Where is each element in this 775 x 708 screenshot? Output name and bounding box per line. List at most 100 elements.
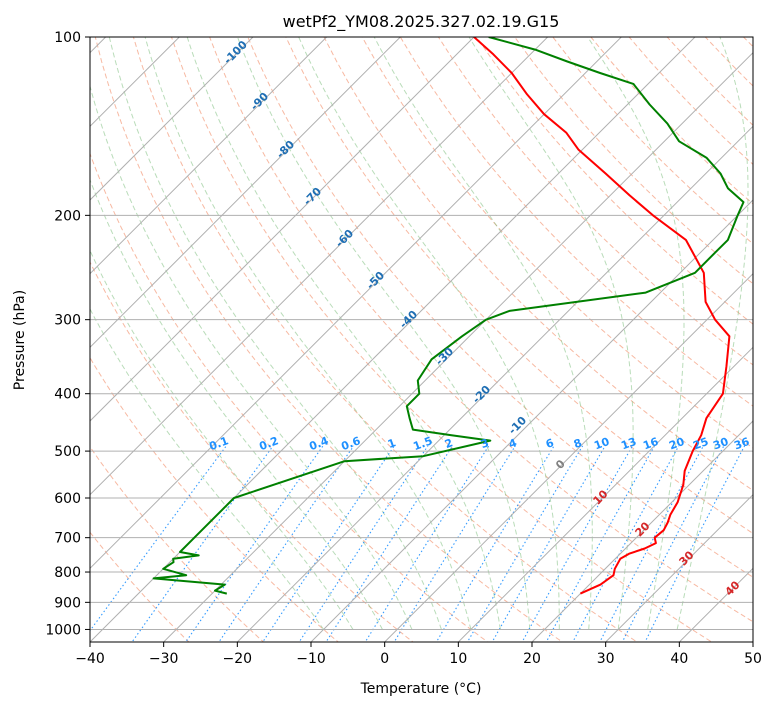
isotherm (90, 37, 696, 642)
dry-adiabat (90, 356, 339, 642)
x-tick-label: −10 (296, 651, 326, 667)
x-tick-label: 20 (523, 651, 541, 667)
y-tick-label: 900 (54, 595, 81, 611)
dry-adiabat (90, 446, 265, 642)
moist-adiabat (108, 37, 442, 630)
x-tick-label: −30 (149, 651, 179, 667)
dry-adiabat (361, 37, 753, 449)
mixing-ratio-label: 4 (507, 436, 519, 451)
dry-adiabat-label: 20 (633, 519, 653, 539)
dry-adiabat (247, 37, 753, 578)
dry-adiabat (323, 37, 753, 491)
isotherm (90, 37, 549, 496)
isotherm (752, 641, 753, 642)
mixing-ratio-line (491, 445, 606, 642)
moist-adiabat (186, 37, 501, 630)
y-tick-label: 800 (54, 565, 81, 581)
x-tick-label: 40 (670, 651, 688, 667)
moist-adiabat-label: -80 (274, 138, 297, 161)
moist-adiabat (373, 37, 593, 630)
moist-adiabat (90, 308, 324, 630)
mixing-ratio-label: 0.2 (257, 434, 280, 453)
x-tick-label: 0 (380, 651, 389, 667)
mixing-ratio-label: 1 (386, 436, 398, 451)
isotherm (604, 493, 753, 642)
x-tick-label: 10 (449, 651, 467, 667)
mixing-ratio-label: 25 (691, 435, 710, 452)
mixing-ratio-label: 0.6 (339, 434, 362, 453)
dry-adiabat (132, 37, 638, 642)
dry-adiabat (171, 37, 713, 642)
profiles (152, 37, 745, 595)
moist-adiabat (90, 84, 413, 630)
mixing-ratio-label: 3 (479, 436, 491, 451)
mixing-ratio-label: 36 (732, 435, 751, 453)
temperature-profile (473, 37, 731, 595)
mixing-ratio-line (466, 445, 584, 642)
moist-adiabat-label: -70 (301, 185, 324, 208)
isotherm (90, 37, 623, 570)
chart-title: wetPf2_YM08.2025.327.02.19.G15 (283, 12, 560, 32)
mixing-ratio-label: 30 (711, 435, 730, 453)
dry-adiabat-label: 0 (553, 457, 568, 472)
dry-adiabat (514, 37, 753, 285)
isotherm (310, 199, 753, 642)
x-tick-label: −40 (75, 651, 105, 667)
mixing-ratio-label: 20 (667, 435, 686, 453)
y-tick-label: 500 (54, 444, 81, 460)
moist-adiabat-label: -20 (470, 383, 493, 406)
plot-frame (89, 36, 754, 643)
mixing-ratio-label: 6 (544, 436, 556, 451)
isotherm (90, 37, 402, 349)
mixing-ratio-line (393, 445, 516, 642)
x-tick-label: 30 (597, 651, 615, 667)
dry-adiabat (552, 37, 753, 245)
mixing-ratio-label: 16 (641, 435, 660, 453)
y-tick-label: 400 (54, 387, 81, 403)
x-axis-label: Temperature (°C) (360, 681, 482, 697)
moist-adiabat (237, 37, 531, 630)
dry-adiabat-label: 10 (591, 487, 611, 507)
mixing-ratio-line (521, 445, 633, 642)
mixing-ratio-label: 0.4 (307, 434, 330, 453)
dry-adiabat (704, 37, 753, 87)
moist-adiabat (468, 37, 634, 630)
dry-adiabat (437, 37, 753, 366)
mixing-ratio-label: 2 (443, 436, 455, 451)
isotherm (90, 37, 328, 275)
isotherm (236, 125, 753, 642)
moist-adiabat (587, 37, 685, 630)
moist-adiabat-label: -10 (506, 414, 529, 437)
y-tick-label: 300 (54, 313, 81, 329)
moist-adiabat-label: -50 (364, 269, 387, 292)
mixing-ratio-label: 1.5 (411, 434, 434, 453)
isotherm (162, 51, 753, 642)
moist-adiabat (144, 37, 472, 630)
x-tick-label: −20 (223, 651, 253, 667)
mixing-ratio-line (218, 445, 355, 642)
moist-adiabat-label: -90 (248, 90, 271, 113)
moist-adiabat-label: -30 (433, 345, 456, 368)
mixing-ratio-line (90, 445, 227, 632)
dewpoint-profile (152, 37, 745, 595)
mixing-ratio-label: 0.1 (207, 434, 230, 453)
dry-adiabat-label: 30 (677, 548, 697, 568)
background-lines (90, 37, 753, 642)
isotherm (90, 37, 475, 422)
isotherm (457, 346, 753, 642)
moist-adiabat-label: -40 (397, 308, 420, 331)
x-tick-label: 50 (744, 651, 762, 667)
mixing-ratio-line (644, 445, 746, 642)
isotherm (531, 420, 753, 642)
mixing-ratio-line (325, 445, 454, 642)
dry-adiabat (743, 37, 753, 48)
mixing-ratio-line (185, 445, 324, 642)
y-tick-label: 100 (54, 30, 81, 46)
mixing-ratio-line (131, 445, 274, 642)
y-tick-label: 600 (54, 491, 81, 507)
mixing-ratio-label: 10 (592, 435, 611, 453)
mixing-ratio-line (435, 445, 555, 642)
y-axis-label: Pressure (hPa) (12, 290, 28, 390)
isotherm (90, 37, 254, 201)
